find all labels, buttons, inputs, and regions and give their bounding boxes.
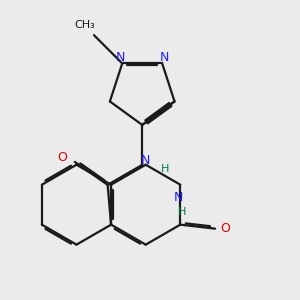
Text: N: N bbox=[160, 51, 169, 64]
Text: N: N bbox=[116, 51, 125, 64]
Text: N: N bbox=[141, 154, 150, 167]
Text: H: H bbox=[178, 207, 187, 217]
Text: H: H bbox=[161, 164, 170, 174]
Text: O: O bbox=[220, 222, 230, 235]
Text: CH₃: CH₃ bbox=[74, 20, 95, 30]
Text: O: O bbox=[57, 151, 67, 164]
Text: N: N bbox=[173, 191, 183, 204]
